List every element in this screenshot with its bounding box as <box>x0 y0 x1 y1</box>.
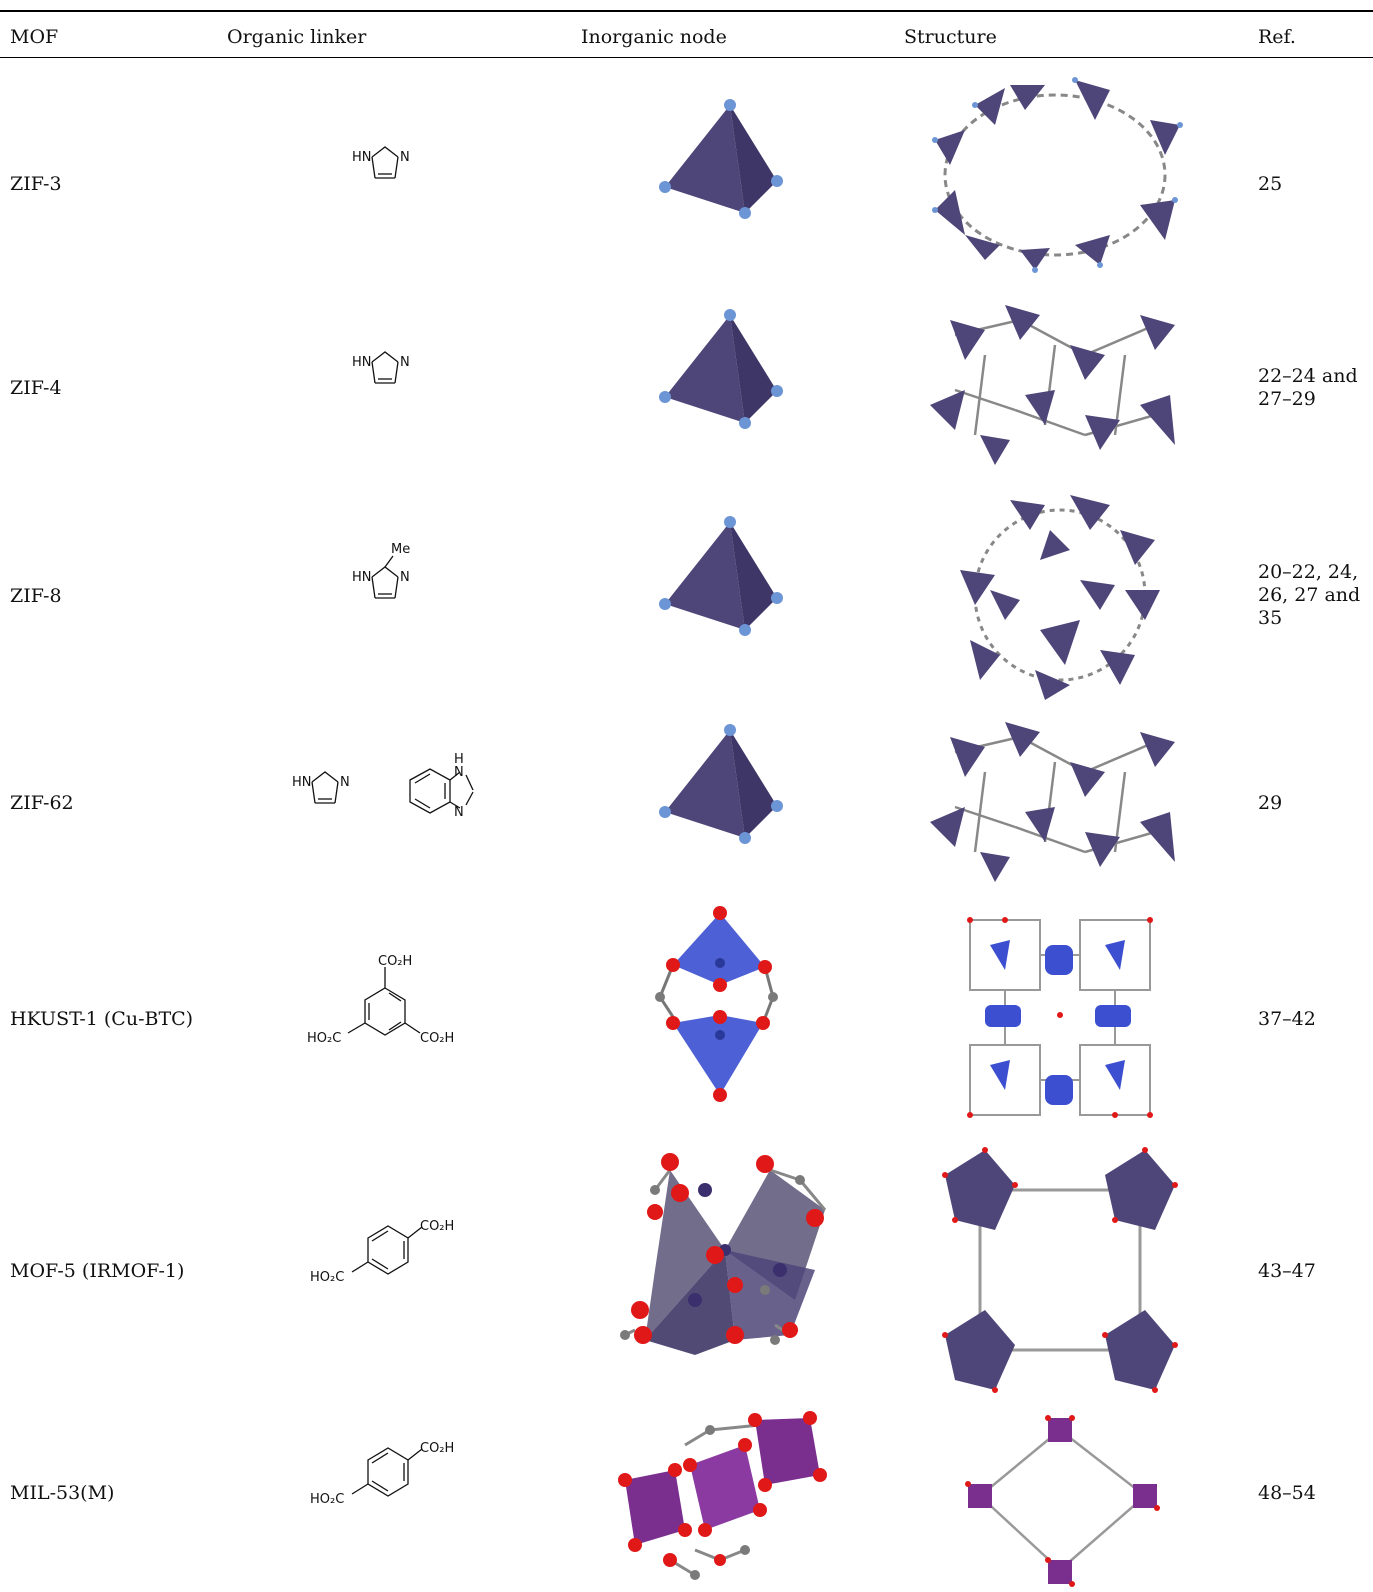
hn-label: HN <box>292 775 312 790</box>
ref-line: 35 <box>1258 607 1283 629</box>
ref-cell: 48–54 <box>1258 1482 1368 1505</box>
header-inorganic-node: Inorganic node <box>581 26 727 48</box>
mof-5-framework-structure <box>942 1147 1178 1393</box>
mil-53-framework-structure <box>965 1415 1160 1587</box>
co2h-label: CO₂H <box>378 954 412 969</box>
tetrahedral-node-zif-3 <box>659 99 783 219</box>
ref-line: 22–24 and <box>1258 365 1358 387</box>
ho2c-label: HO₂C <box>310 1492 344 1507</box>
hn-label: HN <box>352 150 372 165</box>
methylimidazole-linker-zif-8: Me HN N <box>352 542 410 599</box>
n-label: N <box>454 765 464 780</box>
hn-label: HN <box>352 570 372 585</box>
mof-name-mof-5: MOF-5 (IRMOF-1) <box>10 1260 185 1282</box>
ref-cell: 43–47 <box>1258 1260 1368 1283</box>
hn-label: HN <box>352 355 372 370</box>
imidazole-linker-zif-4: HN N <box>352 351 410 384</box>
h-label: H <box>454 752 464 767</box>
me-label: Me <box>391 542 410 557</box>
octahedral-chain-node-mil-53 <box>618 1411 827 1580</box>
ref-line: 20–22, 24, <box>1258 561 1359 583</box>
co2h-label: CO₂H <box>420 1219 454 1234</box>
bdc-linker-mil-53: CO₂H HO₂C <box>310 1441 454 1507</box>
co2h-label: CO₂H <box>420 1441 454 1456</box>
zif-8-framework-structure <box>960 495 1160 700</box>
btc-linker-hkust-1: CO₂H HO₂C CO₂H <box>307 954 454 1046</box>
ref-line: 26, 27 and <box>1258 584 1361 606</box>
tetrahedral-node-zif-4 <box>659 309 783 429</box>
ref-line: 48–54 <box>1258 1482 1316 1504</box>
mof-name-zif-4: ZIF-4 <box>10 377 62 399</box>
co2h-label: CO₂H <box>420 1031 454 1046</box>
mof-name-zif-3: ZIF-3 <box>10 173 62 195</box>
ho2c-label: HO₂C <box>307 1031 341 1046</box>
ref-cell: 20–22, 24, 26, 27 and 35 <box>1258 561 1368 630</box>
header-ref: Ref. <box>1258 26 1296 48</box>
n-label: N <box>340 775 350 790</box>
zif-3-framework-structure <box>932 77 1183 273</box>
ho2c-label: HO₂C <box>310 1270 344 1285</box>
zif-4-framework-structure <box>930 305 1175 465</box>
ref-line: 25 <box>1258 173 1283 195</box>
imidazole-benzimidazole-linker-zif-62: HN N H N N <box>292 752 474 820</box>
hkust-1-framework-structure <box>967 917 1153 1118</box>
ref-line: 37–42 <box>1258 1008 1316 1030</box>
n-label: N <box>400 570 410 585</box>
zif-62-framework-structure <box>930 722 1175 882</box>
table-top-rule <box>0 10 1373 12</box>
ref-line: 27–29 <box>1258 388 1316 410</box>
ref-cell: 29 <box>1258 792 1368 815</box>
n-label: N <box>400 355 410 370</box>
header-organic-linker: Organic linker <box>227 26 367 48</box>
zn4o-node-mof-5 <box>620 1153 827 1355</box>
mof-name-zif-62: ZIF-62 <box>10 792 74 814</box>
header-structure: Structure <box>904 26 997 48</box>
n-label: N <box>454 805 464 820</box>
ref-cell: 22–24 and 27–29 <box>1258 365 1368 411</box>
ref-line: 43–47 <box>1258 1260 1316 1282</box>
paddlewheel-node-hkust-1 <box>655 906 778 1102</box>
table-header-rule <box>0 57 1373 58</box>
ref-cell: 37–42 <box>1258 1008 1368 1031</box>
tetrahedral-node-zif-62 <box>659 724 783 844</box>
mof-name-mil-53: MIL-53(M) <box>10 1482 115 1504</box>
ref-line: 29 <box>1258 792 1283 814</box>
n-label: N <box>400 150 410 165</box>
mof-name-hkust-1: HKUST-1 (Cu-BTC) <box>10 1008 194 1030</box>
tetrahedral-node-zif-8 <box>659 516 783 636</box>
bdc-linker-mof-5: CO₂H HO₂C <box>310 1219 454 1285</box>
header-mof: MOF <box>10 26 59 48</box>
ref-cell: 25 <box>1258 173 1368 196</box>
mof-name-zif-8: ZIF-8 <box>10 585 62 607</box>
imidazole-linker-zif-3: HN N <box>352 146 410 179</box>
